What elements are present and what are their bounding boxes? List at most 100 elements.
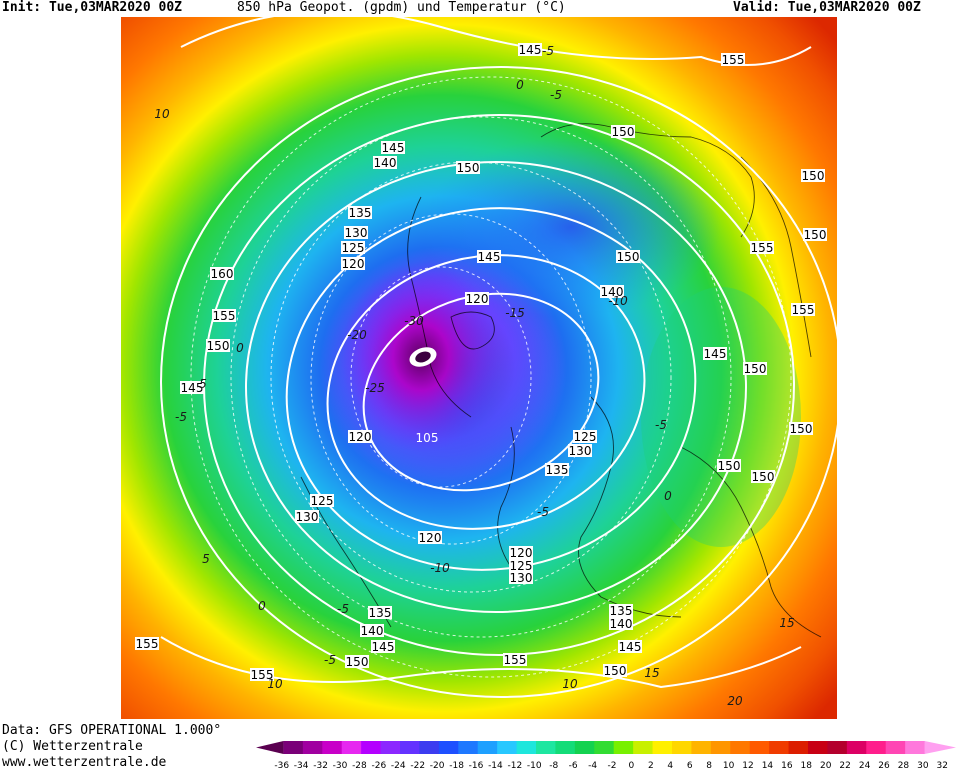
colorbar-tick-label: -36 — [274, 761, 289, 770]
height-label-box — [703, 347, 727, 360]
height-contour-label: 140 — [600, 285, 624, 299]
colorbar-swatch — [283, 741, 304, 754]
height-label-box — [611, 125, 635, 138]
temperature-colorbar: -36 -34 -32 -30 -28 -26 -24 -22 -20 -18 -16 -14 -12-… — [256, 741, 956, 770]
height-label-text: 150 — [612, 125, 635, 139]
low-center-core — [415, 351, 431, 363]
height-label-text: 140 — [601, 285, 624, 299]
height-label-text: 150 — [802, 169, 825, 183]
colorbar-tick-label: 20 — [820, 761, 832, 770]
height-label-box — [743, 362, 767, 375]
height-label-box — [803, 228, 827, 241]
low-pressure-center — [409, 347, 437, 367]
height-label-box — [618, 640, 642, 653]
height-label-box — [609, 604, 633, 617]
height-contour-label: 150 — [456, 161, 480, 175]
height-label-text: 155 — [792, 303, 815, 317]
height-label-text: 150 — [346, 655, 369, 669]
colorbar-swatch — [769, 741, 790, 754]
colorbar-swatch — [477, 741, 498, 754]
colorbar-swatch — [691, 741, 712, 754]
temperature-contour-label: 15 — [644, 666, 659, 680]
colorbar-tick-label: 0 — [629, 761, 635, 770]
height-label-text: 150 — [604, 664, 627, 678]
height-label-text: 150 — [744, 362, 767, 376]
colorbar-swatch — [497, 741, 518, 754]
colorbar-swatch — [730, 741, 751, 754]
height-label-text: 135 — [349, 206, 372, 220]
height-label-box — [600, 285, 624, 298]
height-contour-label: 155 — [250, 668, 274, 682]
height-label-box — [206, 339, 230, 352]
height-label-text: 130 — [345, 226, 368, 240]
height-contour-label: 150 — [751, 470, 775, 484]
temperature-contour-label: -5 — [175, 410, 187, 424]
height-contour-label: 160 — [210, 267, 234, 281]
temperature-contour-label: 15 — [779, 616, 794, 630]
height-label-text: 150 — [207, 339, 230, 353]
height-label-box — [348, 206, 372, 219]
colorbar-swatch — [652, 741, 673, 754]
colorbar-swatch — [341, 741, 362, 754]
height-label-box — [509, 559, 533, 572]
colorbar-tick-label: 26 — [878, 761, 890, 770]
colorbar-swatch — [536, 741, 556, 754]
temperature-contour-label: 10 — [562, 677, 578, 691]
colorbar-swatch — [788, 741, 809, 754]
height-contour-label: 155 — [750, 241, 774, 255]
height-contour-label: 145 — [618, 640, 642, 654]
height-label-box — [310, 494, 334, 507]
height-label-text: 125 — [510, 559, 533, 573]
warm-sector-atlantic — [641, 287, 801, 547]
colorbar-swatch — [555, 741, 576, 754]
height-label-text: 150 — [718, 459, 741, 473]
colorbar-swatch — [322, 741, 343, 754]
colorbar-swatch — [827, 741, 848, 754]
colorbar-swatch — [808, 741, 828, 754]
height-label-text: 135 — [546, 463, 569, 477]
height-label-text: 135 — [369, 606, 392, 620]
height-label-box — [360, 624, 384, 637]
height-label-box — [212, 309, 236, 322]
height-contour-label: 120 — [465, 292, 489, 306]
colorbar-swatch — [594, 741, 615, 754]
low-center-label: 105 — [416, 431, 439, 445]
colorbar-swatch — [672, 741, 692, 754]
height-contour-label: 155 — [212, 309, 236, 323]
colorbar-swatch — [256, 741, 284, 754]
height-contour-label: 135 — [609, 604, 633, 618]
temperature-contour-label: 10 — [154, 107, 170, 121]
temperature-contour-label: 20 — [727, 694, 743, 708]
height-label-text: 125 — [574, 430, 597, 444]
website-link[interactable]: www.wetterzentrale.de — [2, 755, 167, 770]
temperature-contour-label: -15 — [505, 306, 525, 320]
colorbar-tick-label: -24 — [391, 761, 406, 770]
height-label-box — [341, 241, 365, 254]
height-label-text: 150 — [457, 161, 480, 175]
height-contour-label: 150 — [616, 250, 640, 264]
height-contour-label: 150 — [611, 125, 635, 139]
colorbar-swatch — [905, 741, 926, 754]
colorbar-swatch — [885, 741, 906, 754]
colorbar-swatch — [613, 741, 634, 754]
height-label-box — [295, 510, 319, 523]
height-label-box — [509, 546, 533, 559]
colorbar-tick-label: 14 — [762, 761, 774, 770]
height-contour-label: 125 — [509, 559, 533, 573]
colorbar-tick-label: -32 — [313, 761, 328, 770]
colorbar-tick-label: 2 — [648, 761, 654, 770]
height-label-box — [616, 250, 640, 263]
height-contour-label: 145 — [703, 347, 727, 361]
colorbar-swatch — [380, 741, 401, 754]
colorbar-swatch — [458, 741, 479, 754]
height-contour-label: 130 — [509, 571, 533, 585]
height-label-text: 155 — [751, 241, 774, 255]
height-label-box — [341, 257, 365, 270]
colorbar-tick-label: -30 — [333, 761, 348, 770]
height-contour-label: 140 — [609, 617, 633, 631]
colorbar-tick-label: -18 — [449, 761, 464, 770]
height-label-text: 120 — [342, 257, 365, 271]
height-contour-label: 155 — [135, 637, 159, 651]
height-label-text: 150 — [804, 228, 827, 242]
